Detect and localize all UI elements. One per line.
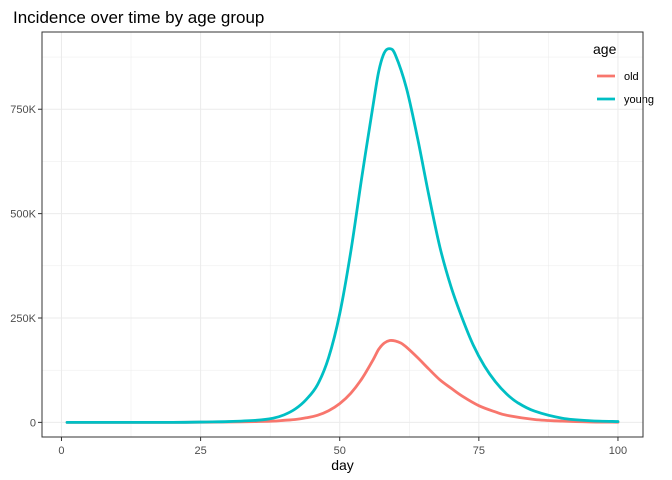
- legend: age old young: [593, 41, 654, 106]
- x-tick-label: 50: [334, 445, 346, 457]
- x-tick-label: 0: [58, 445, 64, 457]
- x-tick-label: 100: [609, 445, 627, 457]
- chart-title: Incidence over time by age group: [13, 8, 264, 27]
- panel-border: [41, 31, 644, 438]
- x-axis-title: day: [331, 457, 354, 473]
- y-axis: 0 250K 500K 750K: [10, 104, 42, 429]
- series-line-old: [65, 339, 620, 424]
- series-layer: [65, 47, 620, 424]
- y-tick-label: 500K: [10, 209, 36, 221]
- legend-label-old: old: [624, 71, 639, 83]
- legend-title: age: [593, 41, 617, 57]
- plot-area: [41, 31, 644, 438]
- legend-items: old young: [597, 71, 654, 106]
- x-tick-label: 25: [194, 445, 206, 457]
- legend-label-young: young: [624, 94, 654, 106]
- x-tick-label: 75: [473, 445, 485, 457]
- x-axis: 0 25 50 75 100: [58, 437, 627, 457]
- y-tick-label: 250K: [10, 313, 36, 325]
- series-line-young: [65, 47, 620, 424]
- y-tick-label: 0: [30, 417, 36, 429]
- y-tick-label: 750K: [10, 104, 36, 116]
